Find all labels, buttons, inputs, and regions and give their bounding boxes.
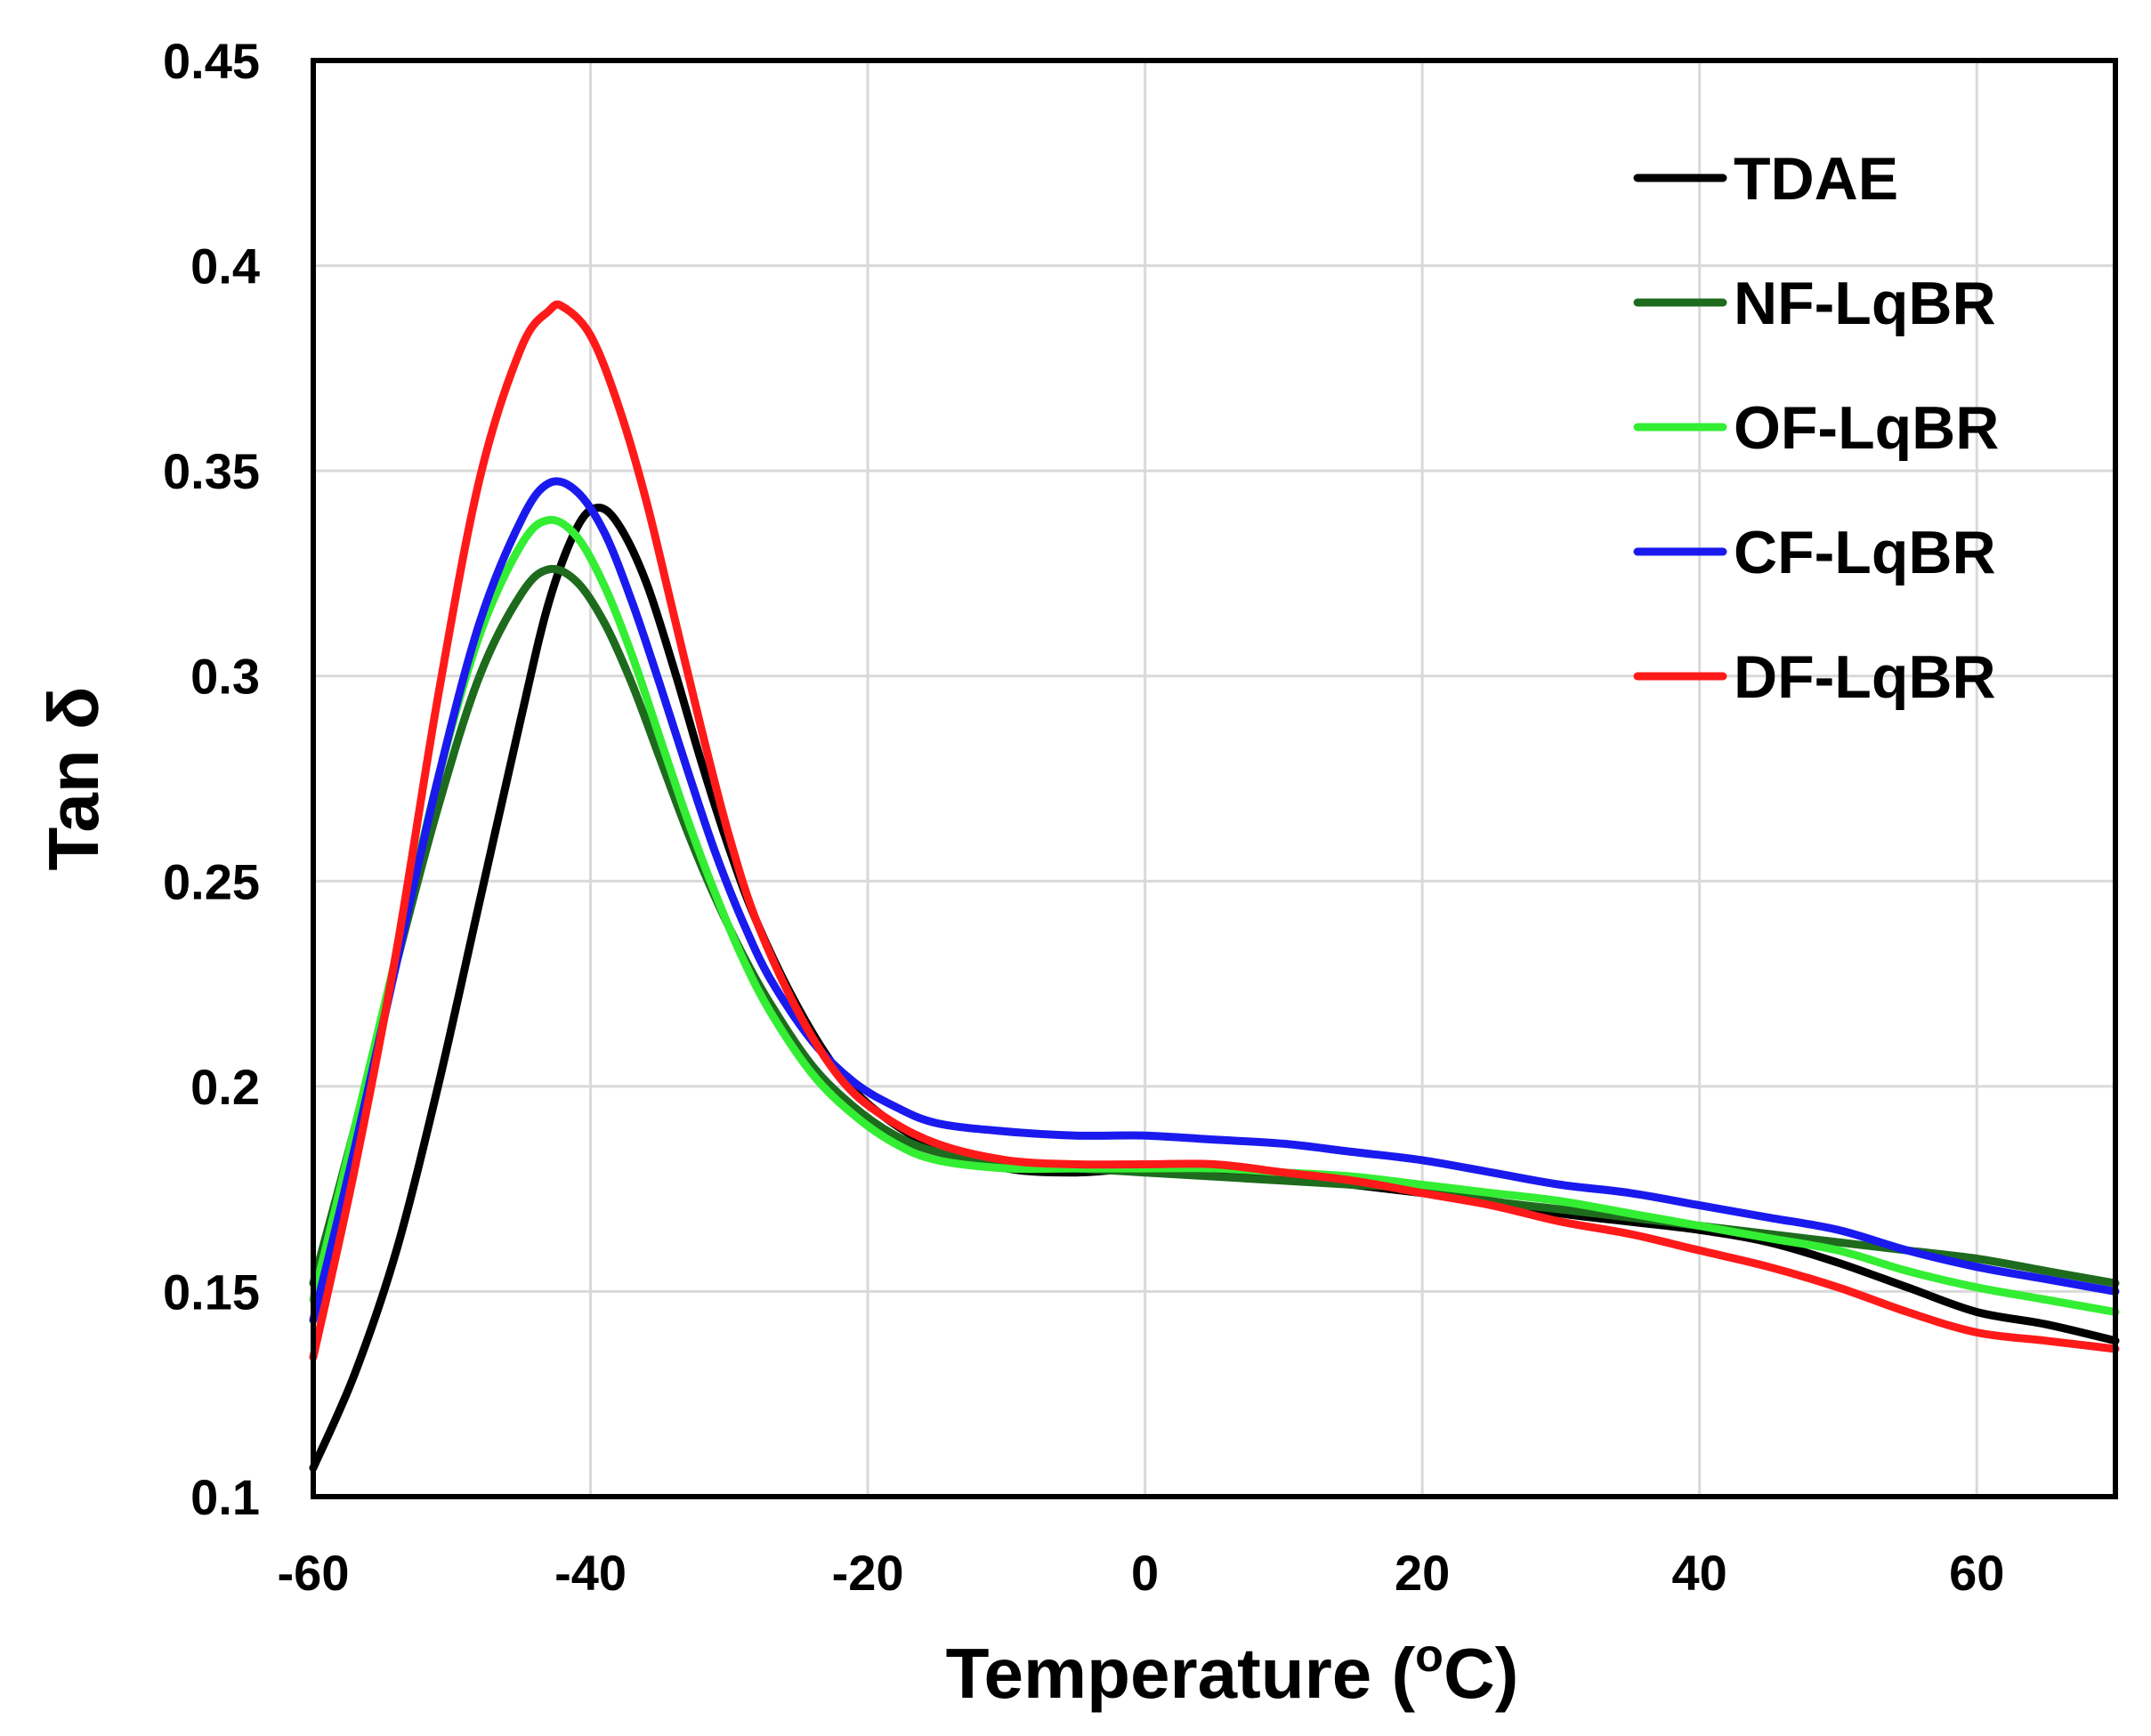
y-tick-label: 0.15 xyxy=(163,1264,260,1320)
y-tick-label: 0.35 xyxy=(163,443,260,499)
y-axis-title: Tan δ xyxy=(34,686,113,870)
legend-label-tdae: TDAE xyxy=(1734,145,1898,213)
legend-label-df-lqbr: DF-LqBR xyxy=(1734,643,1996,711)
y-tick-label: 0.45 xyxy=(163,33,260,89)
x-tick-label: -20 xyxy=(832,1545,904,1601)
y-tick-label: 0.4 xyxy=(190,238,260,295)
x-axis-title-tail: C) xyxy=(1443,1634,1518,1713)
legend: TDAE NF-LqBR OF-LqBR CF-LqBR DF-LqBR xyxy=(1633,145,1999,711)
x-tick-label: -40 xyxy=(554,1545,627,1601)
x-tick-labels: -60 -40 -20 0 20 40 60 xyxy=(278,1545,2005,1601)
series-lines xyxy=(309,300,2120,1473)
x-tick-label: -60 xyxy=(278,1545,350,1601)
legend-label-nf-lqbr: NF-LqBR xyxy=(1734,270,1996,337)
x-tick-label: 60 xyxy=(1949,1545,2004,1601)
x-tick-label: 20 xyxy=(1395,1545,1450,1601)
y-tick-label: 0.1 xyxy=(190,1469,260,1525)
series-line-cf-lqbr xyxy=(309,477,2120,1325)
x-axis-title-main: Temperature ( xyxy=(946,1634,1416,1713)
plot-frame xyxy=(311,58,2118,1499)
y-tick-label: 0.3 xyxy=(190,649,260,705)
legend-label-of-lqbr: OF-LqBR xyxy=(1734,394,1999,462)
x-axis-title: Temperature (oC) xyxy=(946,1630,1519,1713)
y-tick-label: 0.2 xyxy=(190,1059,260,1115)
y-tick-label: 0.25 xyxy=(163,853,260,909)
series-line-of-lqbr xyxy=(309,515,2120,1316)
x-tick-label: 40 xyxy=(1672,1545,1727,1601)
x-axis-title-superscript: o xyxy=(1415,1630,1443,1682)
series-line-df-lqbr xyxy=(309,300,2120,1361)
y-tick-labels: 0.1 0.15 0.2 0.25 0.3 0.35 0.4 0.45 xyxy=(163,33,260,1525)
x-tick-label: 0 xyxy=(1131,1545,1159,1601)
legend-label-cf-lqbr: CF-LqBR xyxy=(1734,519,1996,586)
